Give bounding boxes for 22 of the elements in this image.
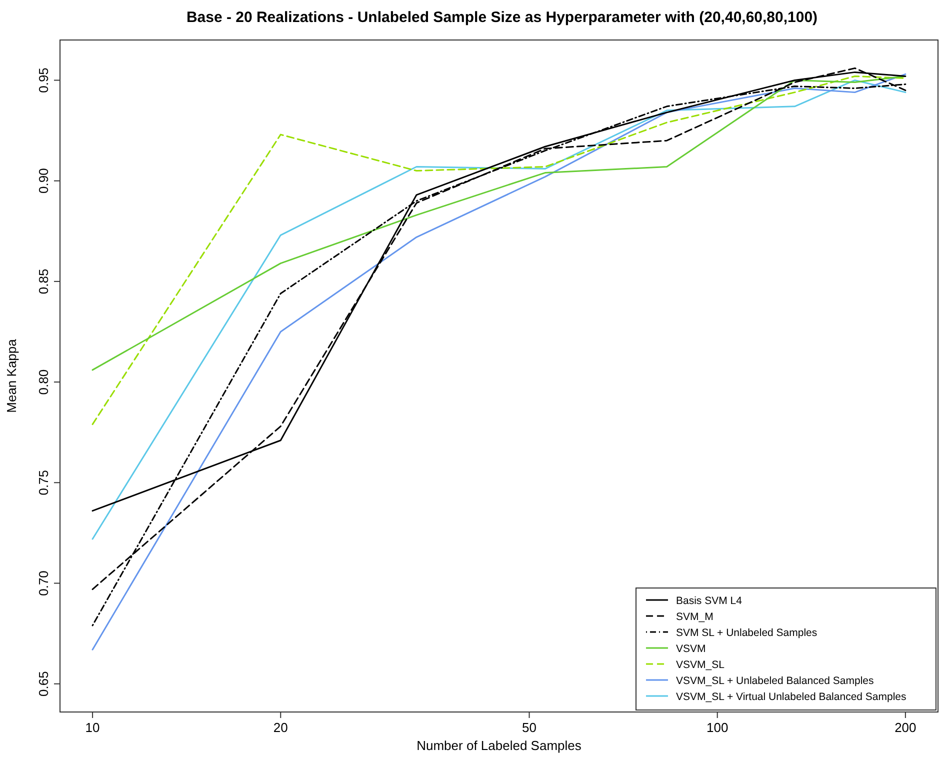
x-tick-label: 10 [85,720,100,735]
x-tick-label: 100 [706,720,728,735]
x-tick-label: 20 [273,720,288,735]
x-tick-label: 50 [522,720,536,735]
chart-title: Base - 20 Realizations - Unlabeled Sample Size as Hyperparameter with (20,40,60,80,100) [186,9,818,26]
y-tick-label: 0.90 [36,168,51,194]
y-tick-label: 0.80 [36,369,51,395]
legend-label: VSVM [676,643,706,655]
y-tick-label: 0.70 [36,570,51,596]
legend-label: SVM SL + Unlabeled Samples [676,627,818,639]
y-tick-label: 0.65 [36,671,51,696]
x-axis-title: Number of Labeled Samples [416,738,582,753]
legend-label: VSVM_SL + Virtual Unlabeled Balanced Samples [676,691,906,703]
y-tick-label: 0.95 [36,68,51,93]
x-tick-label: 200 [894,720,916,735]
legend-label: SVM_M [676,611,714,623]
legend-label: VSVM_SL [676,659,725,671]
legend-label: Basis SVM L4 [676,595,742,607]
y-axis-title: Mean Kappa [4,338,19,413]
legend-label: VSVM_SL + Unlabeled Balanced Samples [676,675,874,687]
y-tick-label: 0.85 [36,268,51,294]
y-tick-label: 0.75 [36,470,51,496]
